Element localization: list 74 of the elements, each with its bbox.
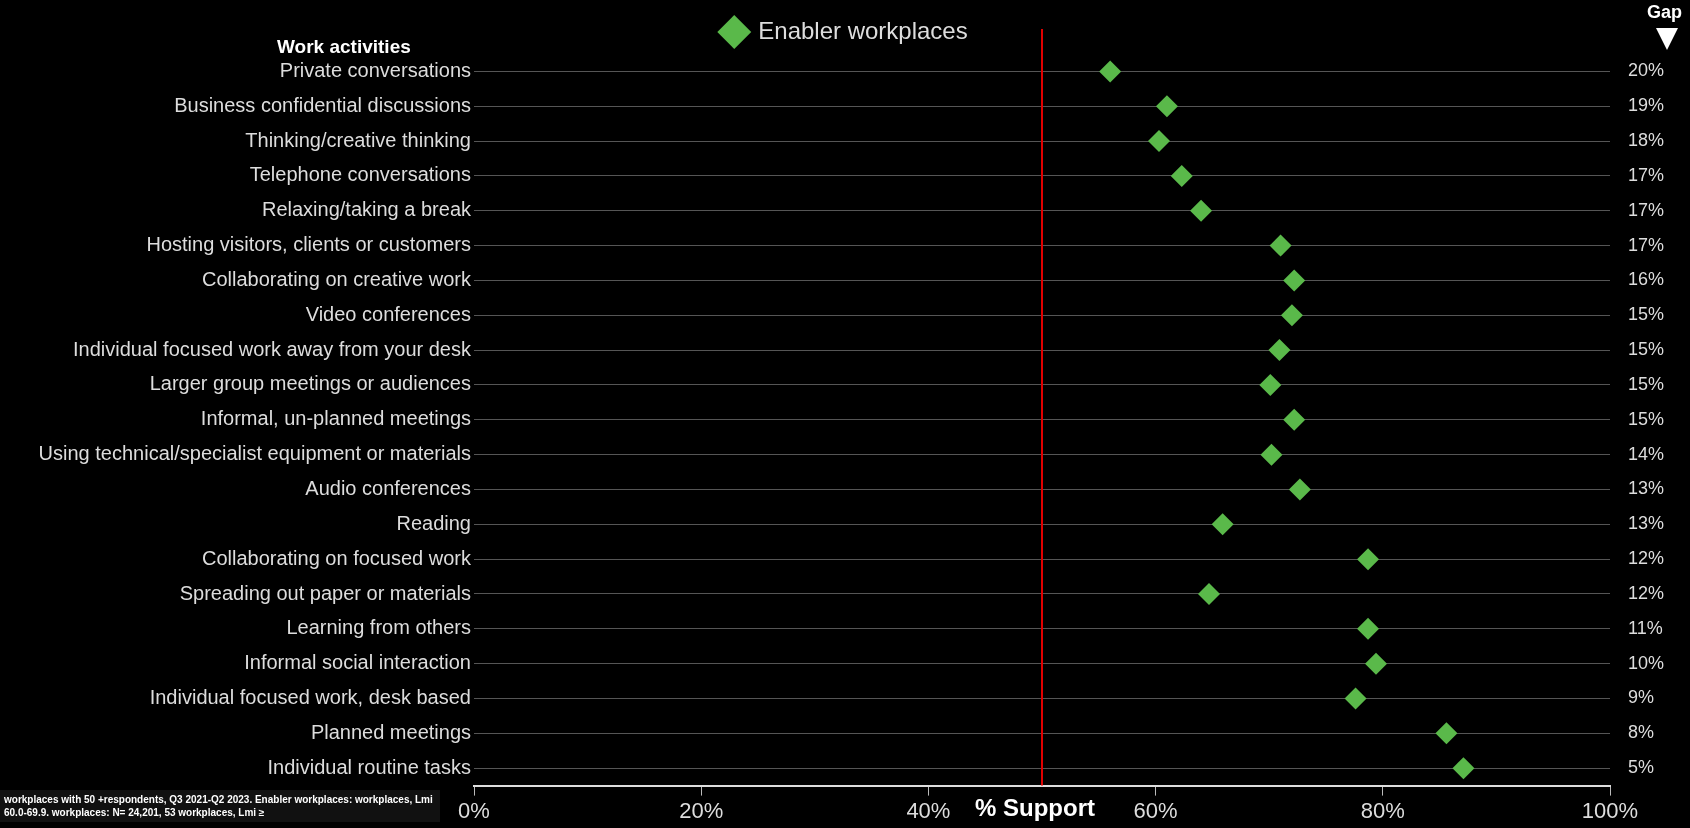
point bbox=[1357, 617, 1380, 640]
y-tick-label: Using technical/specialist equipment or materials bbox=[38, 442, 471, 465]
y-tick-label: Collaborating on creative work bbox=[201, 267, 472, 290]
point bbox=[1155, 95, 1178, 118]
point bbox=[1259, 373, 1282, 396]
y-tick-label: Larger group meetings or audiences bbox=[149, 372, 471, 395]
x-tick-label: 40% bbox=[906, 797, 951, 823]
y2-tick-label: 18% bbox=[1628, 130, 1665, 151]
y-tick-label: Audio conferences bbox=[305, 476, 471, 499]
x-tick-label: 80% bbox=[1360, 797, 1405, 823]
legend-label: Enabler workplaces bbox=[758, 16, 968, 44]
y2-axis-title: Gap bbox=[1646, 2, 1682, 23]
y2-tick-label: 13% bbox=[1628, 478, 1665, 499]
y2-tick-label: 10% bbox=[1628, 652, 1665, 673]
y2-tick-label: 11% bbox=[1628, 617, 1663, 638]
y2-tick-label: 12% bbox=[1628, 582, 1665, 603]
x-tick-label: 60% bbox=[1133, 797, 1178, 823]
y-tick-label: Individual focused work away from your desk bbox=[73, 337, 472, 360]
point bbox=[1288, 478, 1311, 501]
point bbox=[1148, 130, 1171, 153]
point bbox=[1452, 757, 1475, 780]
y-tick-label: Individual routine tasks bbox=[267, 755, 471, 778]
y2-tick-label: 13% bbox=[1628, 513, 1665, 534]
y2-tick-label: 16% bbox=[1628, 269, 1665, 290]
y-tick-label: Learning from others bbox=[286, 616, 471, 639]
y2-tick-label: 20% bbox=[1628, 60, 1665, 81]
y-tick-label: Private conversations bbox=[279, 58, 471, 81]
y-tick-label: Video conferences bbox=[305, 302, 471, 325]
x-tick-label: 0% bbox=[458, 797, 490, 823]
point bbox=[1435, 722, 1458, 745]
point bbox=[1280, 304, 1303, 327]
y2-tick-label: 17% bbox=[1628, 234, 1665, 255]
y2-tick-label: 19% bbox=[1628, 95, 1665, 116]
y-tick-label: Relaxing/taking a break bbox=[261, 198, 472, 221]
y2-tick-label: 15% bbox=[1628, 304, 1665, 325]
y-tick-label: Individual focused work, desk based bbox=[149, 686, 471, 709]
point bbox=[1190, 199, 1213, 222]
y-tick-label: Reading bbox=[396, 511, 471, 534]
point bbox=[1260, 443, 1283, 466]
y2-tick-label: 8% bbox=[1628, 722, 1655, 743]
y-tick-label: Thinking/creative thinking bbox=[245, 128, 471, 151]
y-tick-label: Hosting visitors, clients or customers bbox=[146, 233, 471, 256]
y-tick-label: Business confidential discussions bbox=[174, 93, 471, 116]
y2-tick-label: 15% bbox=[1628, 408, 1665, 429]
x-axis-title: % Support bbox=[975, 794, 1095, 822]
point bbox=[1211, 513, 1234, 536]
y2-tick-label: 5% bbox=[1628, 757, 1655, 778]
point bbox=[1269, 234, 1292, 257]
point bbox=[1283, 269, 1306, 292]
y-tick-label: Spreading out paper or materials bbox=[179, 581, 471, 604]
y2-tick-label: 14% bbox=[1628, 443, 1665, 464]
y2-tick-label: 17% bbox=[1628, 164, 1665, 185]
y-tick-label: Planned meetings bbox=[310, 720, 471, 743]
point bbox=[1268, 339, 1291, 362]
point bbox=[1170, 164, 1193, 187]
point bbox=[1344, 687, 1367, 710]
y-tick-label: Collaborating on focused work bbox=[201, 546, 472, 569]
y2-tick-label: 12% bbox=[1628, 548, 1665, 569]
y2-tick-label: 15% bbox=[1628, 373, 1665, 394]
point bbox=[1357, 548, 1380, 571]
point bbox=[1283, 408, 1306, 431]
y2-tick-label: 17% bbox=[1628, 199, 1665, 220]
text: workplaces with 50 +respondents, Q3 2021-Q2 2023. Enabler workplaces: workplaces, Lmi 60.0-69.9. workplaces: N= 24,201, 53 workplaces, Lmi ≥ bbox=[0, 790, 440, 822]
y-tick-label: Informal, un-planned meetings bbox=[200, 407, 471, 430]
y-tick-label: Informal social interaction bbox=[244, 651, 471, 674]
y-tick-label: Telephone conversations bbox=[249, 163, 471, 186]
y2-tick-label: 9% bbox=[1628, 687, 1655, 708]
x-tick-label: 20% bbox=[679, 797, 724, 823]
y2-tick-label: 15% bbox=[1628, 339, 1665, 360]
x-tick-label: 100% bbox=[1581, 797, 1639, 823]
y-axis-title: Work activities bbox=[277, 36, 411, 58]
point bbox=[1197, 582, 1220, 605]
point bbox=[1099, 60, 1122, 83]
point bbox=[1364, 652, 1387, 675]
